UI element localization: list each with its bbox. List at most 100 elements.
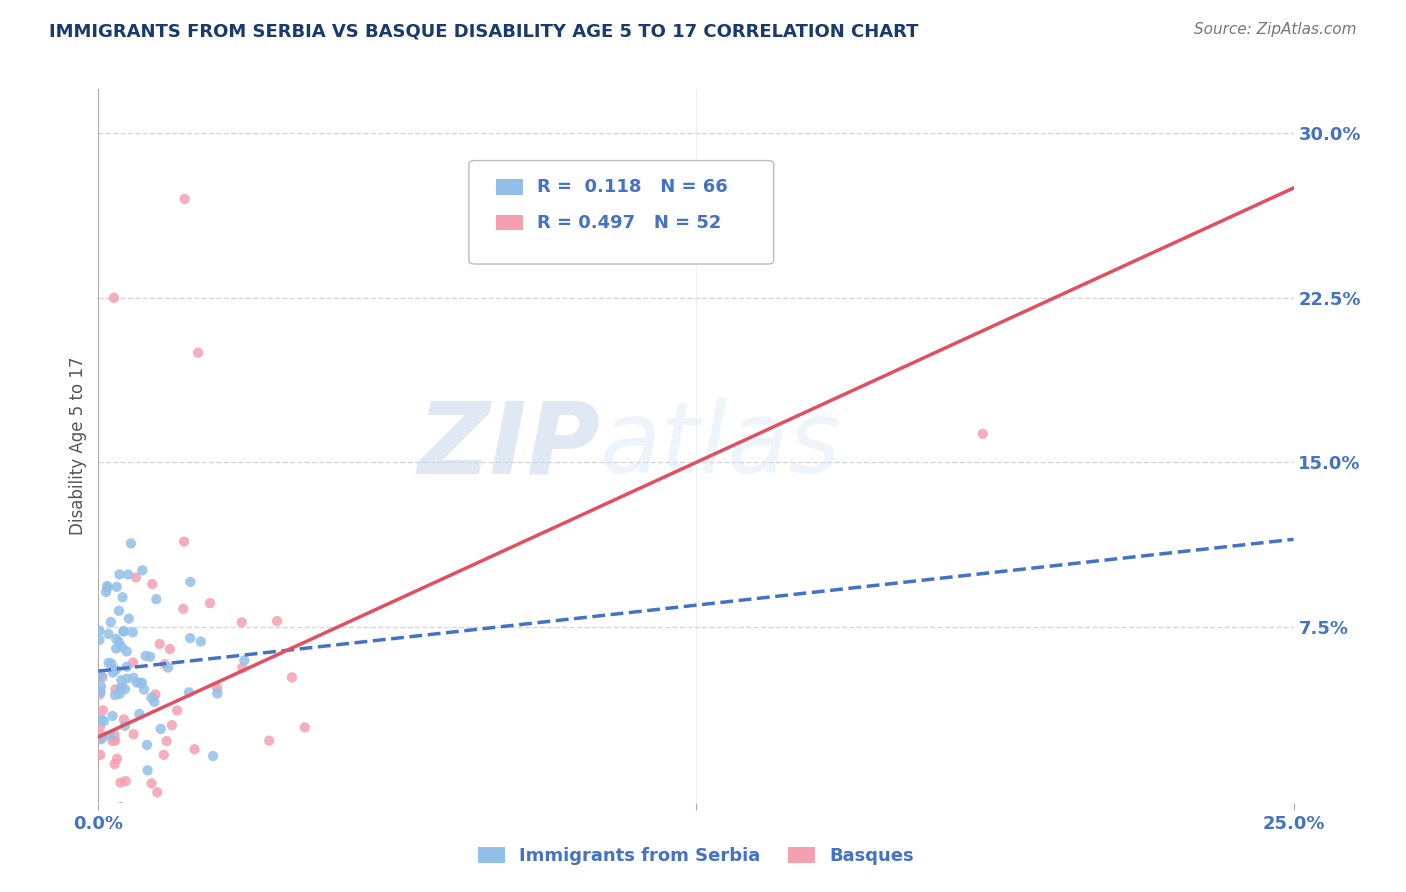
Point — [91, 825, 114, 839]
Point — [101, 734, 124, 748]
Point — [136, 738, 159, 752]
Point — [122, 656, 145, 670]
Point — [105, 632, 128, 646]
Point — [112, 712, 135, 726]
Point — [108, 687, 131, 701]
Point — [153, 657, 176, 672]
Point — [96, 579, 118, 593]
Point — [100, 615, 122, 629]
Text: R = 0.497   N = 52: R = 0.497 N = 52 — [537, 214, 721, 232]
Point — [89, 632, 111, 647]
Point — [146, 785, 169, 799]
Point — [104, 682, 127, 697]
Point — [89, 747, 111, 762]
Y-axis label: Disability Age 5 to 17: Disability Age 5 to 17 — [69, 357, 87, 535]
Point — [111, 640, 134, 654]
Point — [91, 731, 114, 746]
Point — [125, 675, 148, 690]
Point — [179, 631, 201, 645]
Point — [89, 624, 111, 638]
Point — [114, 719, 136, 733]
Point — [89, 685, 111, 699]
Point — [110, 681, 132, 695]
Point — [156, 734, 179, 748]
Point — [107, 635, 129, 649]
Point — [266, 614, 288, 628]
Point — [136, 764, 159, 778]
Point — [101, 665, 124, 680]
Point — [177, 685, 200, 699]
Point — [104, 663, 127, 677]
Point — [103, 728, 125, 742]
Point — [128, 706, 150, 721]
Point — [172, 602, 194, 616]
Legend: Immigrants from Serbia, Basques: Immigrants from Serbia, Basques — [478, 847, 914, 865]
Point — [233, 653, 256, 667]
Point — [105, 580, 128, 594]
Point — [132, 682, 155, 697]
Point — [114, 682, 136, 697]
Point — [152, 747, 174, 762]
Text: atlas: atlas — [600, 398, 842, 494]
Point — [135, 648, 157, 663]
Point — [183, 742, 205, 756]
Point — [129, 676, 152, 690]
Point — [94, 585, 117, 599]
Point — [89, 687, 111, 701]
Point — [294, 720, 316, 734]
Point — [89, 684, 111, 698]
Point — [97, 627, 120, 641]
Point — [110, 673, 132, 688]
Point — [120, 536, 142, 550]
Point — [97, 656, 120, 670]
Point — [111, 829, 134, 843]
Point — [122, 727, 145, 741]
Point — [173, 192, 195, 206]
Point — [156, 660, 179, 674]
Point — [179, 574, 201, 589]
Point — [90, 713, 112, 727]
Text: Source: ZipAtlas.com: Source: ZipAtlas.com — [1194, 22, 1357, 37]
Point — [111, 591, 134, 605]
Point — [100, 728, 122, 742]
Point — [122, 671, 145, 685]
Point — [100, 657, 122, 671]
Point — [149, 637, 172, 651]
Point — [121, 625, 143, 640]
Point — [257, 733, 280, 747]
Point — [173, 534, 195, 549]
Point — [141, 776, 163, 790]
Point — [93, 714, 115, 728]
Point — [114, 814, 136, 829]
Point — [89, 732, 111, 747]
Text: R =  0.118   N = 66: R = 0.118 N = 66 — [537, 178, 728, 196]
Point — [97, 581, 120, 595]
Point — [207, 686, 229, 700]
Point — [198, 596, 221, 610]
Point — [231, 661, 253, 675]
Point — [91, 670, 114, 684]
Point — [281, 670, 304, 684]
Point — [104, 757, 127, 772]
FancyBboxPatch shape — [496, 179, 523, 194]
FancyBboxPatch shape — [470, 161, 773, 264]
Point — [90, 729, 112, 743]
Point — [160, 718, 183, 732]
Point — [141, 577, 163, 591]
Point — [110, 775, 132, 789]
Point — [141, 690, 163, 705]
Point — [166, 704, 188, 718]
Point — [190, 634, 212, 648]
Point — [115, 659, 138, 673]
Point — [231, 615, 253, 630]
Point — [107, 827, 129, 841]
Point — [972, 426, 994, 441]
Text: IMMIGRANTS FROM SERBIA VS BASQUE DISABILITY AGE 5 TO 17 CORRELATION CHART: IMMIGRANTS FROM SERBIA VS BASQUE DISABIL… — [49, 22, 918, 40]
Point — [115, 644, 138, 658]
Point — [125, 570, 148, 584]
Point — [159, 642, 181, 657]
Point — [90, 679, 112, 693]
Point — [110, 681, 132, 696]
Point — [145, 688, 167, 702]
Point — [145, 592, 167, 607]
